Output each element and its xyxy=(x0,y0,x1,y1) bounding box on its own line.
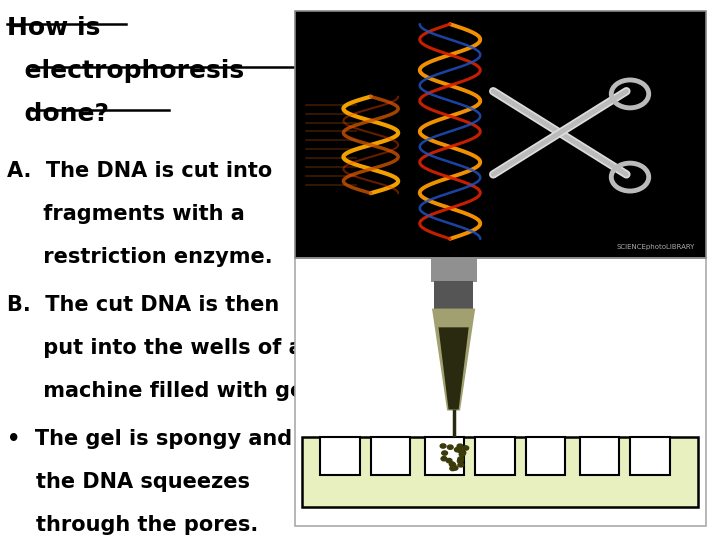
Text: electrophoresis: electrophoresis xyxy=(7,59,244,83)
Circle shape xyxy=(460,450,466,455)
Text: machine filled with gel.: machine filled with gel. xyxy=(7,381,320,401)
Text: done?: done? xyxy=(7,102,109,126)
Circle shape xyxy=(446,458,452,463)
Circle shape xyxy=(459,452,465,456)
Circle shape xyxy=(458,463,464,467)
Circle shape xyxy=(441,456,447,461)
Bar xyxy=(630,437,670,475)
Text: restriction enzyme.: restriction enzyme. xyxy=(7,247,273,267)
Circle shape xyxy=(457,444,463,448)
Bar xyxy=(425,437,464,475)
Text: How is: How is xyxy=(7,16,101,40)
Text: •  The gel is spongy and: • The gel is spongy and xyxy=(7,429,292,449)
Circle shape xyxy=(457,448,463,453)
Text: fragments with a: fragments with a xyxy=(7,204,245,224)
Polygon shape xyxy=(438,327,469,409)
Bar xyxy=(371,437,410,475)
Circle shape xyxy=(449,462,455,466)
Circle shape xyxy=(450,463,456,467)
Bar xyxy=(526,437,565,475)
Bar xyxy=(302,437,698,507)
Bar xyxy=(295,11,706,258)
Text: SCIENCEphotoLIBRARY: SCIENCEphotoLIBRARY xyxy=(616,244,695,249)
Text: A.  The DNA is cut into: A. The DNA is cut into xyxy=(7,161,272,181)
Text: the DNA squeezes: the DNA squeezes xyxy=(7,472,251,492)
Circle shape xyxy=(450,467,456,471)
Circle shape xyxy=(452,466,458,470)
Circle shape xyxy=(463,446,469,450)
Text: B.  The cut DNA is then: B. The cut DNA is then xyxy=(7,295,279,315)
Bar xyxy=(320,437,360,475)
Bar xyxy=(580,437,619,475)
Circle shape xyxy=(457,459,463,463)
Bar xyxy=(434,281,473,308)
Text: through the pores.: through the pores. xyxy=(7,515,258,535)
Circle shape xyxy=(458,457,464,461)
Bar xyxy=(431,259,477,282)
Circle shape xyxy=(454,448,460,452)
Circle shape xyxy=(447,445,453,449)
Bar xyxy=(295,11,706,258)
Circle shape xyxy=(442,451,448,455)
Polygon shape xyxy=(432,308,475,410)
Circle shape xyxy=(440,444,446,448)
Bar xyxy=(295,258,706,526)
Text: put into the wells of a: put into the wells of a xyxy=(7,338,303,358)
Bar xyxy=(475,437,515,475)
